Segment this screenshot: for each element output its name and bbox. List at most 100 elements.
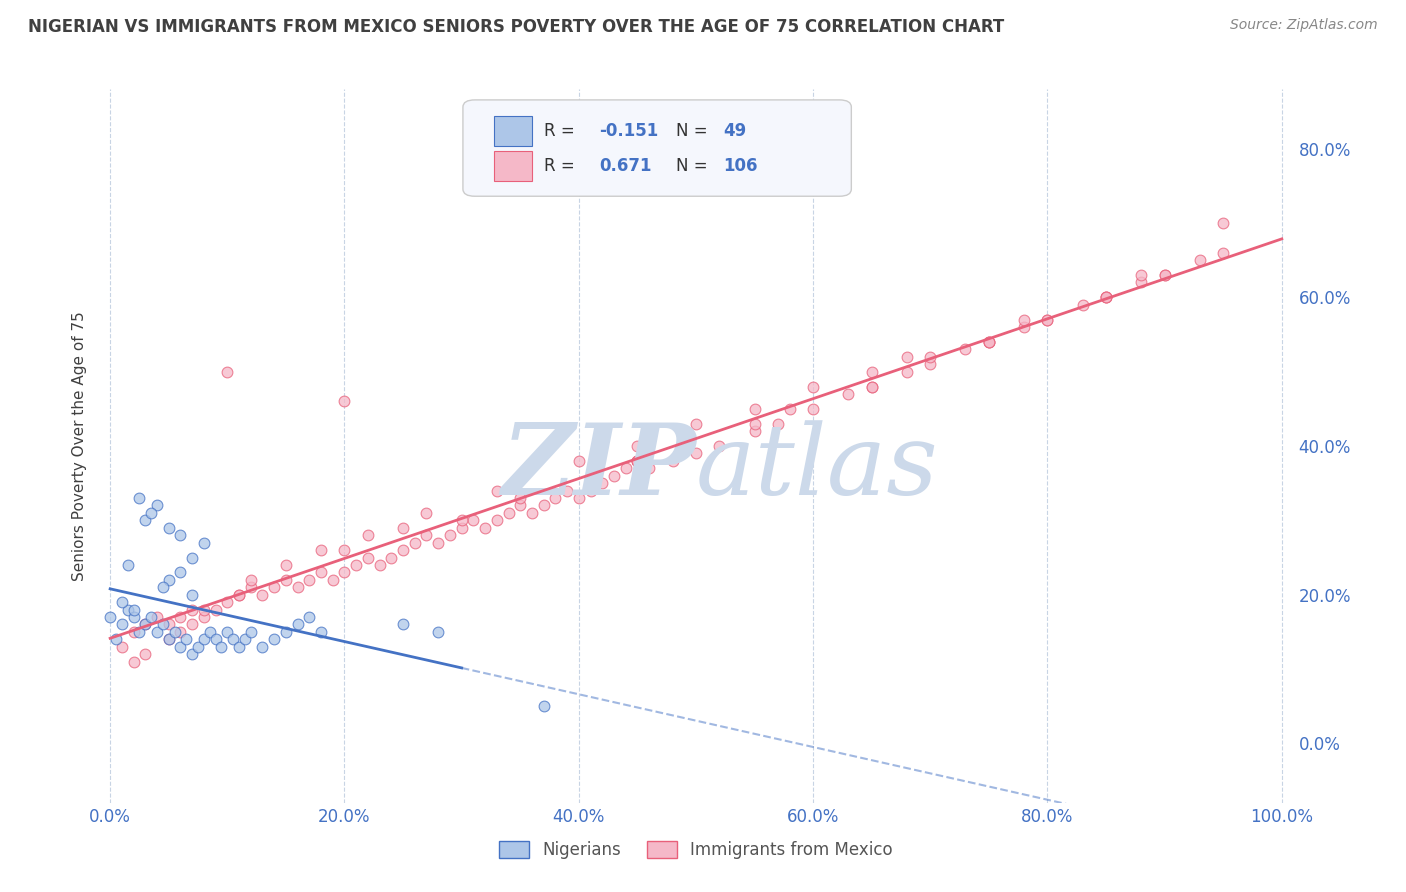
Point bbox=[450, 521, 472, 535]
Text: N =: N = bbox=[676, 121, 707, 139]
Point bbox=[415, 528, 437, 542]
Point bbox=[498, 506, 520, 520]
Point bbox=[1012, 312, 1035, 326]
Point bbox=[228, 588, 250, 602]
Point bbox=[198, 624, 221, 639]
Point bbox=[157, 617, 180, 632]
Point bbox=[134, 513, 156, 527]
Point bbox=[392, 543, 415, 558]
Point bbox=[146, 624, 169, 639]
Point bbox=[117, 558, 139, 572]
Point bbox=[333, 394, 356, 409]
Text: ZIP: ZIP bbox=[501, 419, 696, 516]
Point bbox=[157, 573, 180, 587]
Point bbox=[239, 580, 262, 594]
Y-axis label: Seniors Poverty Over the Age of 75: Seniors Poverty Over the Age of 75 bbox=[72, 311, 87, 581]
Point bbox=[181, 617, 204, 632]
Point bbox=[309, 543, 332, 558]
Point bbox=[463, 513, 485, 527]
Point bbox=[744, 424, 766, 438]
Point bbox=[204, 602, 226, 616]
Point bbox=[193, 610, 215, 624]
Point bbox=[357, 528, 380, 542]
Point bbox=[169, 566, 191, 580]
Point bbox=[134, 617, 156, 632]
Point bbox=[474, 521, 496, 535]
Point bbox=[392, 617, 415, 632]
Point bbox=[920, 350, 942, 364]
Point bbox=[287, 580, 309, 594]
Point bbox=[579, 483, 602, 498]
Point bbox=[955, 343, 977, 357]
Point bbox=[157, 632, 180, 647]
Point bbox=[152, 580, 174, 594]
Point bbox=[1036, 312, 1059, 326]
Point bbox=[1095, 290, 1118, 304]
Point bbox=[344, 558, 367, 572]
Point bbox=[533, 699, 555, 714]
Point bbox=[122, 624, 145, 639]
Point bbox=[568, 491, 591, 505]
Point bbox=[228, 640, 250, 654]
Point bbox=[439, 528, 461, 542]
Point bbox=[146, 610, 169, 624]
Text: 49: 49 bbox=[724, 121, 747, 139]
Point bbox=[239, 573, 262, 587]
Point bbox=[309, 566, 332, 580]
Point bbox=[744, 417, 766, 431]
Text: -0.151: -0.151 bbox=[599, 121, 658, 139]
Text: atlas: atlas bbox=[696, 420, 939, 515]
Point bbox=[222, 632, 245, 647]
Point bbox=[801, 401, 824, 416]
Point bbox=[485, 513, 508, 527]
Point bbox=[181, 647, 204, 661]
Point bbox=[122, 655, 145, 669]
Text: Source: ZipAtlas.com: Source: ZipAtlas.com bbox=[1230, 18, 1378, 32]
Point bbox=[152, 617, 174, 632]
Point bbox=[509, 499, 531, 513]
Point bbox=[233, 632, 256, 647]
Point bbox=[685, 446, 707, 460]
Text: R =: R = bbox=[544, 121, 581, 139]
Point bbox=[117, 602, 139, 616]
Point bbox=[485, 483, 508, 498]
Point bbox=[134, 647, 156, 661]
Point bbox=[263, 632, 285, 647]
Point bbox=[1153, 268, 1175, 282]
Point bbox=[98, 610, 121, 624]
Point bbox=[709, 439, 731, 453]
Point bbox=[404, 535, 426, 549]
Point bbox=[626, 454, 648, 468]
Point bbox=[626, 454, 648, 468]
Point bbox=[333, 543, 356, 558]
Point bbox=[228, 588, 250, 602]
Point bbox=[274, 624, 297, 639]
Point bbox=[181, 550, 204, 565]
Point bbox=[427, 535, 450, 549]
Point bbox=[169, 624, 191, 639]
Legend: Nigerians, Immigrants from Mexico: Nigerians, Immigrants from Mexico bbox=[492, 834, 900, 866]
Point bbox=[287, 617, 309, 632]
Point bbox=[322, 573, 344, 587]
Point bbox=[685, 417, 707, 431]
Point bbox=[239, 624, 262, 639]
Point bbox=[252, 588, 274, 602]
Point bbox=[920, 357, 942, 371]
Point bbox=[626, 439, 648, 453]
Point bbox=[896, 365, 918, 379]
Point bbox=[801, 379, 824, 393]
Point bbox=[860, 379, 883, 393]
Point bbox=[252, 640, 274, 654]
Text: 0.671: 0.671 bbox=[599, 157, 651, 175]
Point bbox=[568, 454, 591, 468]
Text: NIGERIAN VS IMMIGRANTS FROM MEXICO SENIORS POVERTY OVER THE AGE OF 75 CORRELATIO: NIGERIAN VS IMMIGRANTS FROM MEXICO SENIO… bbox=[28, 18, 1004, 36]
Point bbox=[122, 610, 145, 624]
Point bbox=[1130, 268, 1153, 282]
Point bbox=[193, 535, 215, 549]
Point bbox=[860, 365, 883, 379]
Point bbox=[1012, 320, 1035, 334]
Point bbox=[591, 476, 613, 491]
Point bbox=[533, 499, 555, 513]
Point bbox=[626, 454, 648, 468]
Point bbox=[368, 558, 391, 572]
